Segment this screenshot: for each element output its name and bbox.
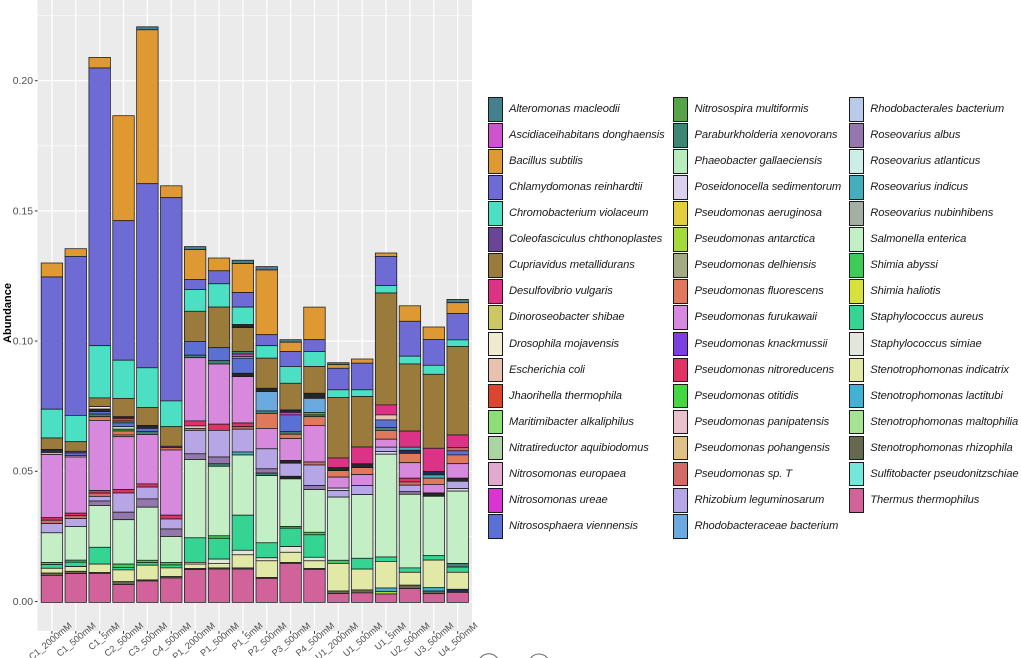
svg-text:0.00: 0.00 [13,597,33,608]
svg-text:0.20: 0.20 [13,76,33,87]
svg-text:Abundance: Abundance [2,283,14,343]
svg-text:0.15: 0.15 [13,206,33,217]
svg-text:0.10: 0.10 [13,337,33,348]
svg-text:0.05: 0.05 [13,467,33,478]
